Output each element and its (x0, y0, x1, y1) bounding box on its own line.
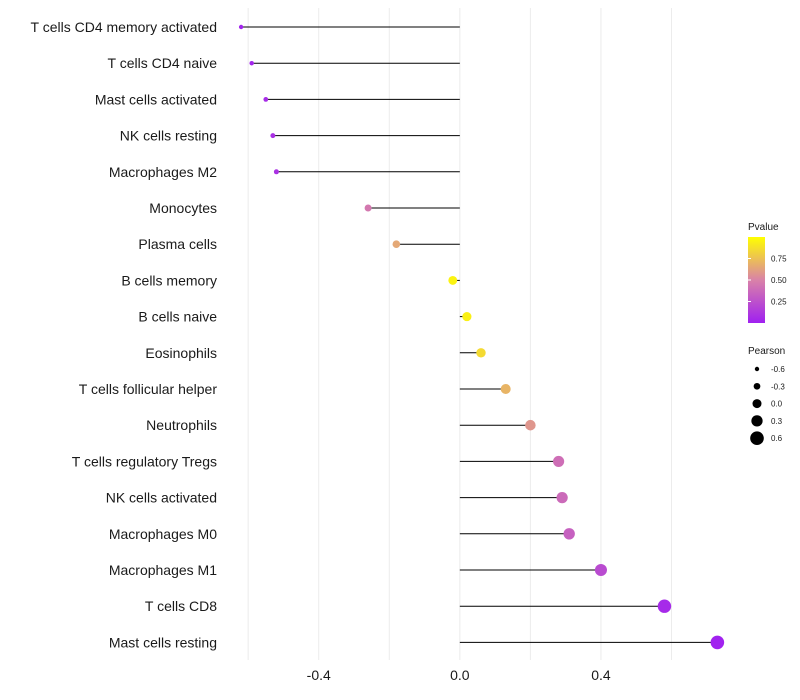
y-axis-label: T cells CD4 naive (108, 55, 218, 71)
pearson-legend-label: 0.3 (771, 417, 783, 426)
y-axis-label: Eosinophils (145, 345, 217, 361)
pearson-legend: Pearson -0.6 -0.3 0.0 0.3 0.6 (748, 346, 785, 446)
y-axis-label: T cells follicular helper (79, 381, 218, 397)
y-axis-label: Monocytes (149, 200, 217, 216)
y-axis-label: B cells memory (121, 272, 217, 288)
x-tick-label: 0.4 (591, 667, 611, 683)
pvalue-legend-tick-label: 0.25 (771, 298, 787, 307)
pvalue-legend-tick-label: 0.75 (771, 255, 787, 264)
pearson-legend-title: Pearson (748, 346, 785, 357)
data-point (364, 204, 372, 212)
data-point (556, 491, 568, 504)
y-axis-label: T cells CD8 (145, 598, 217, 614)
y-axis-label: Mast cells activated (95, 91, 217, 107)
pearson-legend-label: 0.6 (771, 434, 783, 443)
y-axis-label: Plasma cells (138, 236, 217, 252)
pearson-legend-label: -0.6 (771, 365, 785, 374)
x-tick-label: 0.0 (450, 667, 470, 683)
y-axis-label: Macrophages M0 (109, 526, 217, 542)
data-point (553, 455, 565, 467)
pearson-legend-dot (752, 399, 762, 409)
pearson-legend-label: -0.3 (771, 382, 785, 391)
lollipop-stems (241, 26, 718, 643)
y-axis-label: Macrophages M1 (109, 562, 217, 578)
y-axis-label: T cells regulatory Tregs (72, 453, 217, 469)
grid-lines (247, 8, 672, 660)
pvalue-legend-tick-label: 0.50 (771, 276, 787, 285)
pvalue-legend-title: Pvalue (748, 222, 779, 233)
data-point (392, 240, 401, 249)
data-point (270, 133, 276, 139)
data-point (273, 169, 279, 175)
y-axis-label: B cells naive (138, 309, 217, 325)
pearson-legend-dot (751, 415, 763, 427)
x-axis-ticks: -0.4 0.0 0.4 (307, 667, 611, 683)
data-point (525, 419, 536, 431)
data-point (462, 312, 472, 322)
y-axis-label: Neutrophils (146, 417, 217, 433)
pearson-legend-dot (754, 366, 760, 372)
pearson-legend-label: 0.0 (771, 400, 783, 409)
data-point (563, 528, 575, 540)
pvalue-legend: Pvalue 0.75 0.50 0.25 (748, 222, 787, 323)
data-point (238, 24, 244, 30)
data-point (500, 384, 511, 394)
y-axis-label: T cells CD4 memory activated (31, 19, 217, 35)
data-point (710, 635, 725, 650)
y-axis-label: NK cells resting (120, 128, 217, 144)
pvalue-colorbar (748, 237, 765, 323)
data-point (448, 275, 458, 285)
data-point (594, 563, 607, 577)
data-point (476, 348, 486, 358)
y-axis-label: Mast cells resting (109, 634, 217, 650)
data-point (263, 97, 269, 102)
data-point (657, 599, 672, 613)
y-axis-label: Macrophages M2 (109, 164, 217, 180)
lollipop-dots (238, 24, 725, 650)
data-point (249, 60, 254, 66)
y-axis-label: NK cells activated (106, 490, 217, 506)
x-tick-label: -0.4 (307, 667, 331, 683)
pearson-legend-dot (753, 382, 761, 390)
y-axis-labels: T cells CD4 memory activated T cells CD4 … (31, 19, 218, 650)
pearson-legend-dot (750, 431, 764, 446)
